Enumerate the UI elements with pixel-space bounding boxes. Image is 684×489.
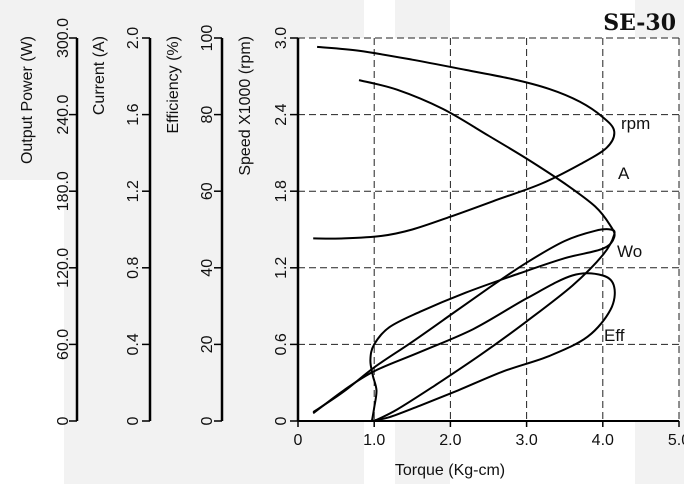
current-tick-label: 0.4	[125, 333, 142, 355]
x-tick-label: 3.0	[515, 432, 537, 449]
speed-tick-label: 2.4	[273, 103, 290, 125]
series-a-line	[358, 79, 616, 422]
output-power-tick-label: 300.0	[55, 18, 72, 58]
speed-axis-title: Speed X1000 (rpm)	[237, 36, 254, 176]
output-power-tick-label: 120.0	[55, 248, 72, 288]
series-label-rpm: rpm	[621, 114, 650, 133]
efficiency-tick-label: 80	[199, 106, 216, 124]
axes: 0 1.0 2.0 3.0 4.0 5.0 0 60.0 120.0 180.0 240.0 300.…	[19, 18, 684, 449]
current-tick-label: 0	[125, 416, 142, 425]
efficiency-tick-label: 20	[199, 335, 216, 353]
x-tick-label: 1.0	[363, 432, 385, 449]
current-tick-label: 1.2	[125, 180, 142, 202]
output-power-tick-label: 240.0	[55, 94, 72, 134]
x-tick-label: 0	[294, 432, 303, 449]
background-patch	[0, 180, 64, 484]
current-axis-title: Current (A)	[91, 36, 108, 115]
series-wo-line	[312, 228, 616, 422]
speed-tick-label: 1.2	[273, 257, 290, 279]
current-tick-label: 2.0	[125, 27, 142, 49]
efficiency-axis-title: Efficiency (%)	[165, 36, 182, 134]
x-axis-label: Torque (Kg-cm)	[395, 462, 505, 479]
efficiency-tick-label: 60	[199, 182, 216, 200]
output-power-tick-label: 60.0	[55, 329, 72, 360]
efficiency-tick-label: 0	[199, 416, 216, 425]
series-label-a: A	[618, 164, 630, 183]
speed-tick-label: 0	[273, 416, 290, 425]
plot-area	[298, 38, 679, 421]
current-tick-label: 1.6	[125, 103, 142, 125]
speed-tick-label: 1.8	[273, 180, 290, 202]
output-power-axis-title: Output Power (W)	[19, 36, 36, 164]
series-eff-line	[312, 272, 616, 422]
efficiency-tick-label: 40	[199, 259, 216, 277]
background-patch	[0, 0, 64, 180]
x-tick-label: 5.0	[668, 432, 684, 449]
speed-tick-label: 0.6	[273, 333, 290, 355]
curves	[312, 45, 616, 422]
output-power-tick-label: 0	[55, 416, 72, 425]
chart-title: SE-30	[603, 10, 676, 36]
current-tick-label: 0.8	[125, 257, 142, 279]
x-tick-label: 2.0	[439, 432, 461, 449]
x-tick-label: 4.0	[592, 432, 614, 449]
output-power-tick-label: 180.0	[55, 171, 72, 211]
series-label-wo: Wo	[617, 242, 642, 261]
series-rpm-line	[313, 45, 616, 240]
series-label-eff: Eff	[604, 326, 625, 345]
labels: rpm A Wo Eff	[604, 114, 650, 345]
speed-tick-label: 3.0	[273, 27, 290, 49]
efficiency-tick-label: 100	[199, 25, 216, 52]
